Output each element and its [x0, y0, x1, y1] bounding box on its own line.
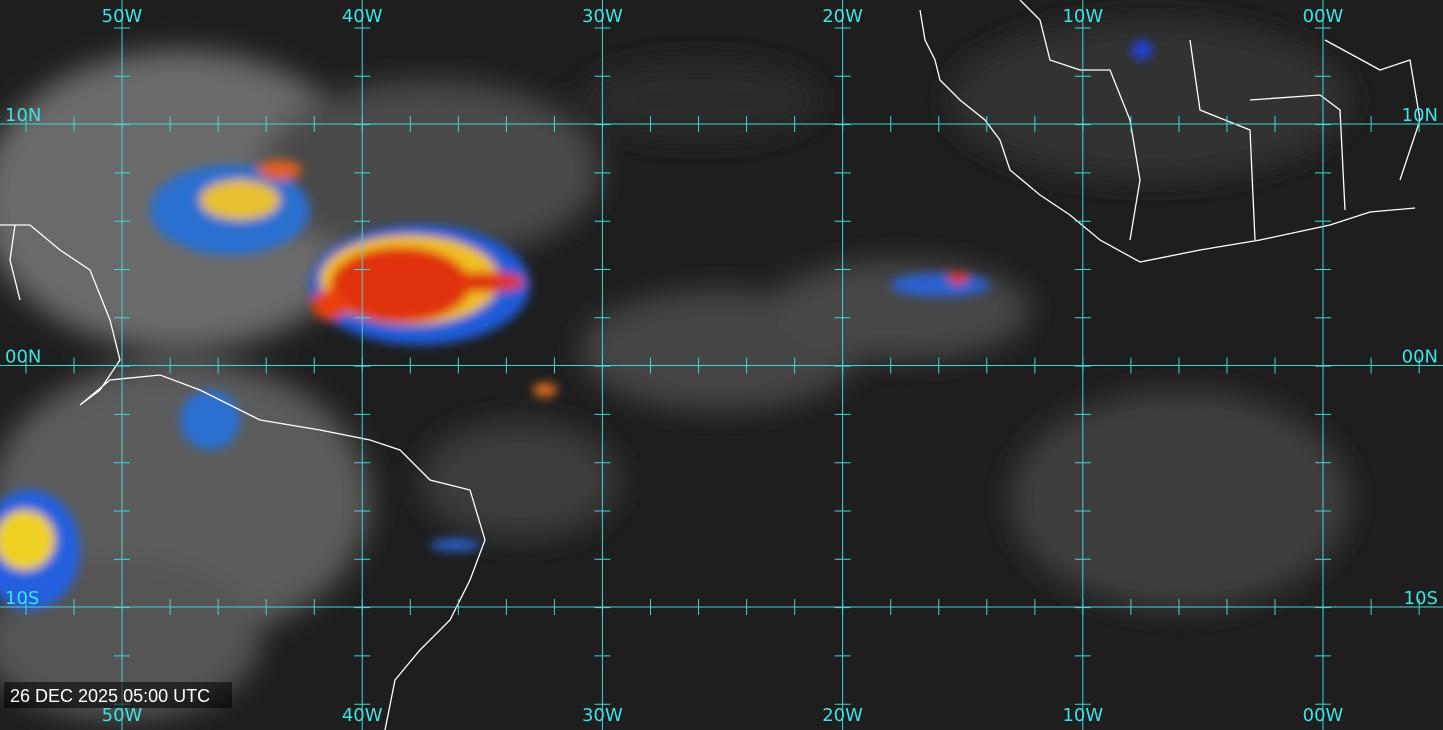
latitude-label-right: 00N — [1402, 347, 1438, 368]
latitude-label-left: 10S — [5, 588, 39, 609]
latitude-label-left: 00N — [5, 347, 41, 368]
latitude-label-left: 10N — [5, 105, 41, 126]
longitude-label-top: 50W — [102, 6, 143, 27]
latitude-label-right: 10S — [1404, 588, 1438, 609]
longitude-label-top: 10W — [1062, 6, 1103, 27]
latitude-label-right: 10N — [1402, 105, 1438, 126]
timestamp: 26 DEC 2025 05:00 UTC — [10, 686, 210, 706]
longitude-label-bottom: 40W — [342, 705, 383, 726]
longitude-label-bottom: 50W — [102, 705, 143, 726]
convection — [0, 40, 1152, 610]
graticule-labels: 50W 50W 40W 40W 30W 30W 20W 20W 10W 10W 00W 00W 10N 1… — [5, 6, 1438, 726]
cloud-cover — [0, 20, 1350, 720]
timestamp-box — [4, 682, 232, 708]
longitude-label-bottom: 00W — [1303, 705, 1344, 726]
longitude-label-bottom: 30W — [582, 705, 623, 726]
longitude-label-top: 20W — [822, 6, 863, 27]
longitude-label-top: 30W — [582, 6, 623, 27]
longitude-label-top: 40W — [342, 6, 383, 27]
longitude-label-bottom: 10W — [1062, 705, 1103, 726]
longitude-label-bottom: 20W — [822, 705, 863, 726]
longitude-label-top: 00W — [1303, 6, 1344, 27]
